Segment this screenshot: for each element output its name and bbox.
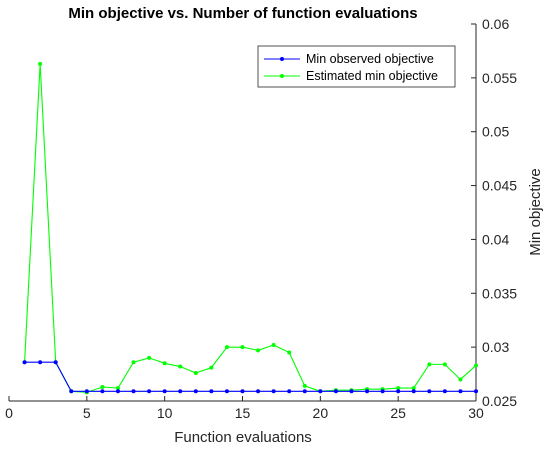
data-point bbox=[162, 389, 167, 394]
data-point bbox=[178, 364, 183, 369]
x-axis-label: Function evaluations bbox=[174, 429, 312, 446]
data-point bbox=[69, 389, 74, 394]
data-point bbox=[100, 385, 105, 389]
data-point bbox=[147, 355, 152, 360]
data-point bbox=[131, 360, 136, 365]
data-point bbox=[22, 360, 27, 365]
data-point bbox=[115, 386, 120, 391]
legend-marker-estimated-min bbox=[280, 74, 284, 78]
data-point bbox=[193, 370, 198, 375]
data-point bbox=[38, 61, 43, 66]
data-point bbox=[147, 389, 152, 394]
x-tick-label: 30 bbox=[468, 405, 484, 421]
data-point bbox=[302, 383, 307, 388]
x-tick-label: 5 bbox=[83, 405, 91, 421]
data-point bbox=[271, 389, 276, 394]
legend-entry-min-observed: Min observed objective bbox=[264, 52, 434, 66]
data-point bbox=[240, 389, 245, 394]
data-point bbox=[256, 389, 261, 394]
y-axis-label: Min objective bbox=[527, 168, 544, 256]
legend-label-min-observed: Min observed objective bbox=[306, 52, 434, 66]
data-point bbox=[396, 386, 401, 391]
y-tick-label: 0.06 bbox=[482, 16, 509, 32]
series-layer bbox=[22, 61, 478, 395]
data-point bbox=[442, 362, 447, 367]
data-point bbox=[380, 389, 385, 394]
series-line bbox=[24, 63, 477, 393]
data-point bbox=[84, 389, 89, 394]
data-point bbox=[318, 389, 323, 394]
data-point bbox=[396, 389, 401, 394]
data-point bbox=[209, 365, 214, 370]
x-tick-label: 20 bbox=[313, 405, 329, 421]
data-point bbox=[365, 389, 370, 394]
chart-title: Min objective vs. Number of function eva… bbox=[68, 5, 417, 22]
data-point bbox=[256, 348, 261, 353]
legend-entry-estimated-min: Estimated min objective bbox=[264, 69, 438, 83]
data-point bbox=[427, 389, 432, 394]
data-point bbox=[287, 389, 292, 394]
data-point bbox=[271, 342, 276, 347]
x-tick-label: 0 bbox=[5, 405, 13, 421]
data-point bbox=[333, 389, 338, 394]
legend-box bbox=[257, 45, 456, 88]
data-point bbox=[224, 345, 229, 350]
data-point bbox=[100, 389, 105, 394]
y-tick-label: 0.04 bbox=[482, 231, 509, 247]
data-point bbox=[458, 389, 463, 394]
y-tick-label: 0.055 bbox=[482, 70, 517, 86]
x-tick-label: 25 bbox=[390, 405, 406, 421]
y-tick-label: 0.025 bbox=[482, 393, 517, 409]
y-tick-label: 0.03 bbox=[482, 339, 509, 355]
legend: Min observed objective Estimated min obj… bbox=[257, 45, 456, 88]
data-point bbox=[162, 361, 167, 366]
data-point bbox=[209, 389, 214, 394]
legend-marker-min-observed bbox=[280, 57, 284, 61]
data-point bbox=[131, 389, 136, 394]
series-line bbox=[24, 361, 476, 392]
data-point bbox=[240, 345, 245, 350]
data-point bbox=[458, 377, 463, 382]
data-point bbox=[411, 386, 416, 391]
x-tick-label: 10 bbox=[157, 405, 173, 421]
data-point bbox=[53, 360, 58, 365]
data-point bbox=[224, 389, 229, 394]
axes: 0 5 10 15 20 25 300.025 0.03 0.035 0.04 0.045 0.05 0… bbox=[5, 16, 517, 421]
data-point bbox=[411, 389, 416, 394]
data-point bbox=[349, 389, 354, 394]
data-point bbox=[38, 360, 43, 365]
data-point bbox=[115, 389, 120, 394]
series-min-observed bbox=[22, 360, 478, 394]
data-point bbox=[474, 389, 478, 394]
y-tick-label: 0.035 bbox=[482, 285, 517, 301]
data-point bbox=[287, 350, 292, 355]
data-point bbox=[302, 389, 307, 394]
legend-label-estimated-min: Estimated min objective bbox=[306, 69, 438, 83]
y-tick-label: 0.045 bbox=[482, 178, 517, 194]
x-tick-label: 15 bbox=[235, 405, 251, 421]
data-point bbox=[474, 363, 478, 368]
y-tick-label: 0.05 bbox=[482, 124, 509, 140]
data-point bbox=[178, 389, 183, 394]
data-point bbox=[442, 389, 447, 394]
data-point bbox=[193, 389, 198, 394]
data-point bbox=[427, 362, 432, 367]
